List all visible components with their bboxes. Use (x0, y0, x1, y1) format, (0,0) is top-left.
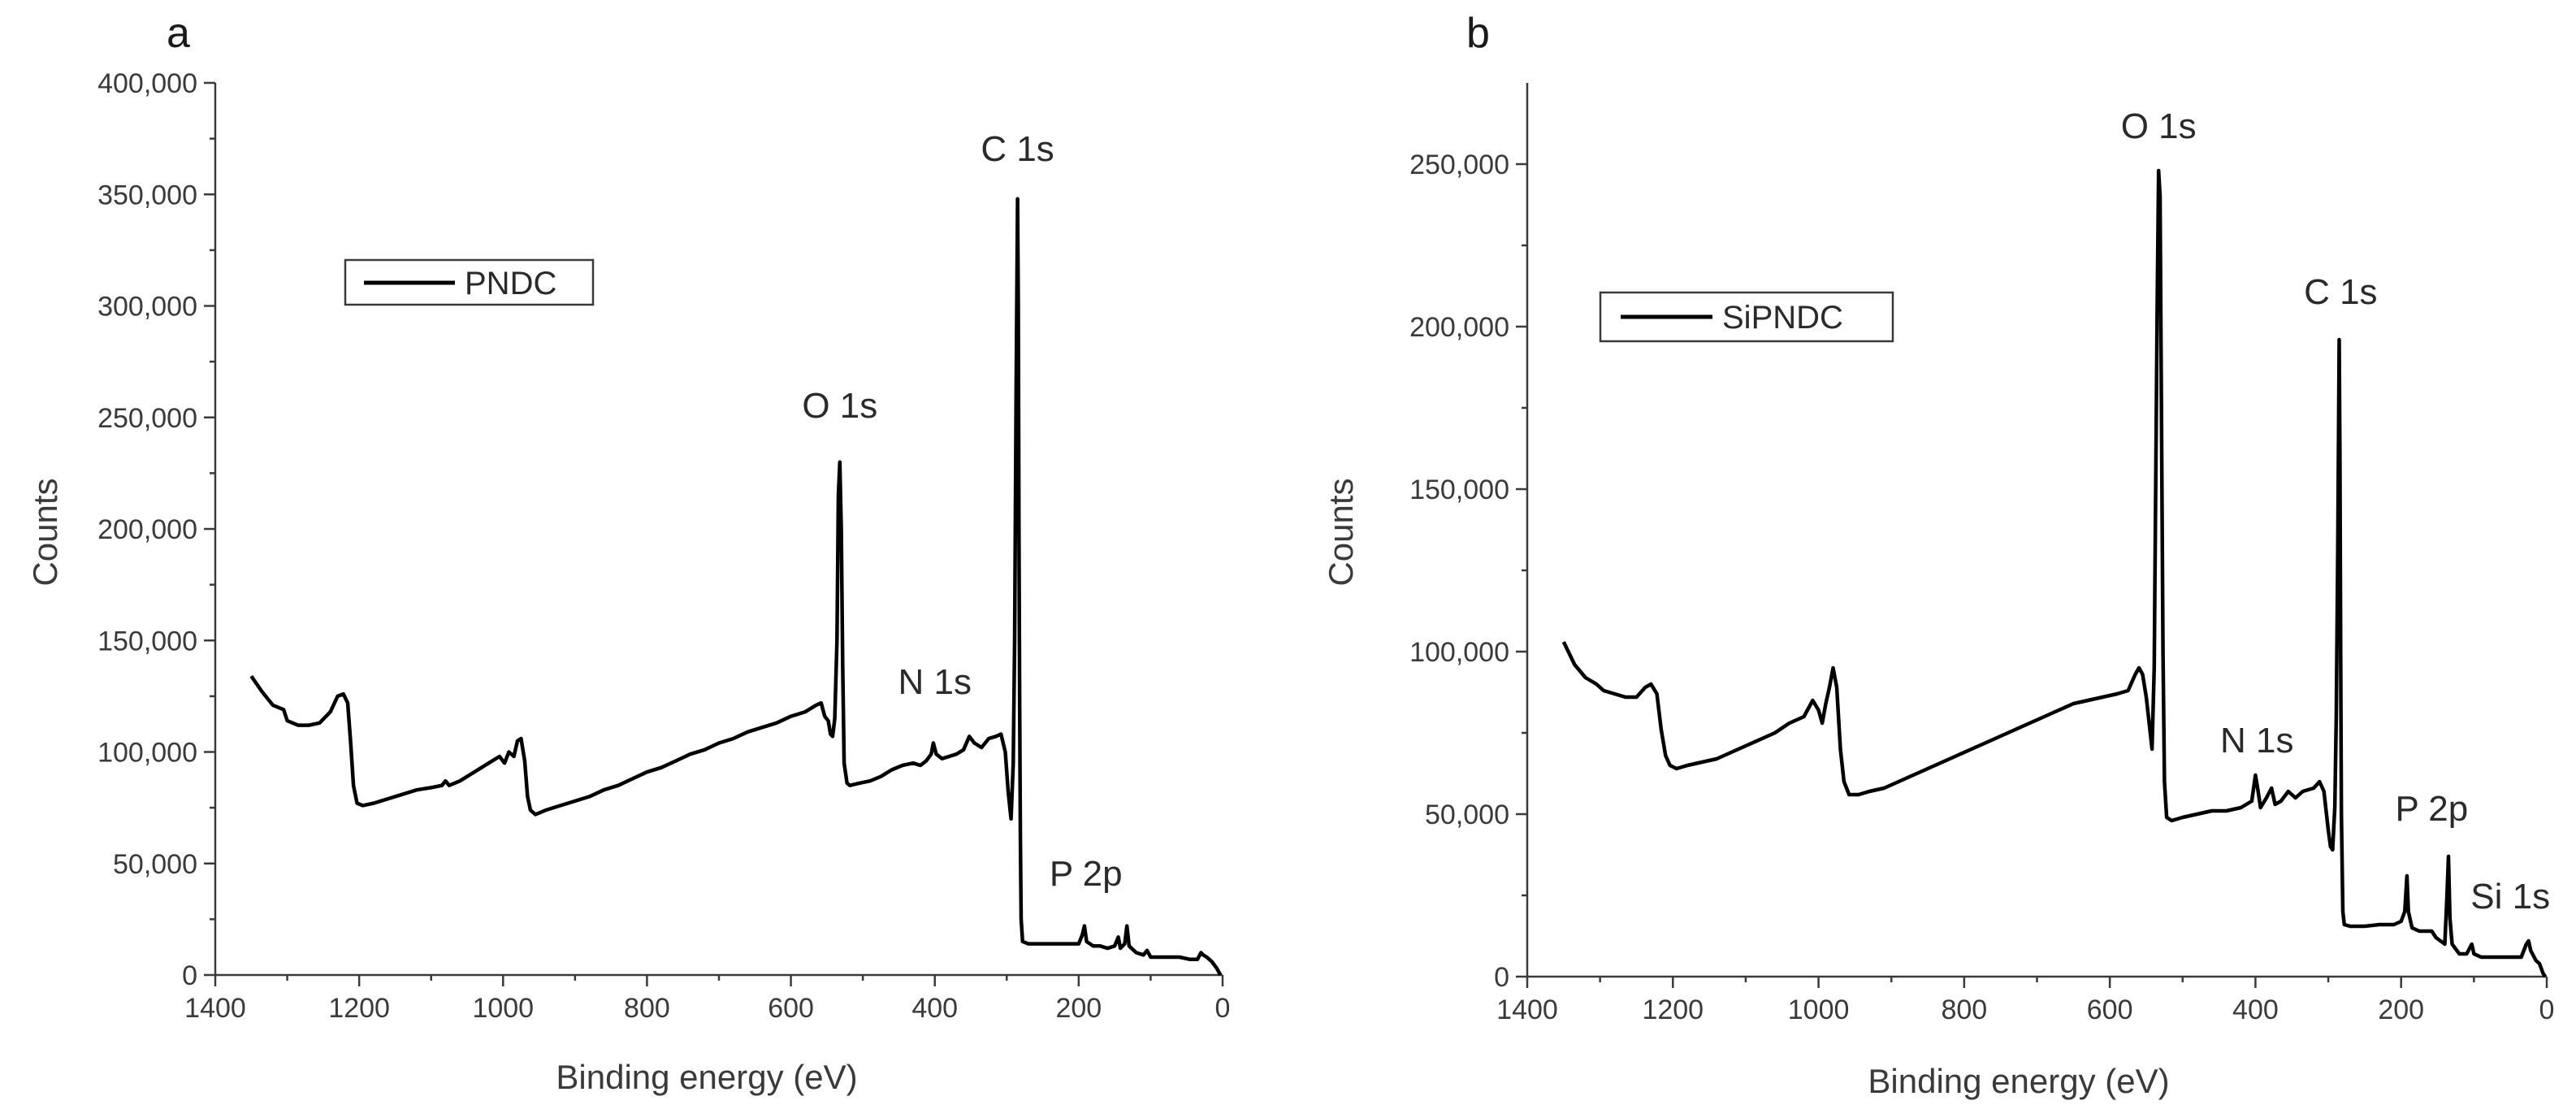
series-line-sipndc (1561, 168, 2548, 978)
x-tick-label-a: 1200 (328, 993, 390, 1024)
peak-label-c1s: C 1s (981, 129, 1054, 169)
x-tick-label-a: 1400 (184, 993, 246, 1024)
x-axis-title-a: Binding energy (eV) (556, 1058, 857, 1096)
y-axis-title-a: Counts (26, 478, 64, 586)
y-tick-label-a: 150,000 (97, 626, 197, 656)
peak-label-si1s: Si 1s (2470, 877, 2550, 916)
legend-label-b: SiPNDC (1722, 300, 1843, 336)
x-tick-label-a: 400 (911, 993, 958, 1024)
x-tick-label-b: 1000 (1788, 994, 1850, 1025)
x-tick-label-b: 1200 (1642, 994, 1704, 1025)
peak-label-p2p: P 2p (2396, 789, 2469, 829)
y-tick-label-a: 400,000 (97, 68, 197, 99)
legend-a: PNDC (344, 258, 595, 306)
peak-label-c1s: C 1s (2304, 272, 2377, 312)
y-tick-label-b: 0 (1494, 962, 1509, 993)
peak-label-o1s: O 1s (802, 386, 877, 426)
peak-labels-a: C 1s O 1s N 1s P 2p (802, 129, 1122, 894)
y-tick-label-a: 250,000 (97, 403, 197, 434)
y-tick-label-b: 50,000 (1425, 800, 1509, 830)
y-tick-label-b: 150,000 (1409, 474, 1509, 505)
series-group-a (249, 197, 1223, 977)
x-tick-label-b: 600 (2087, 994, 2133, 1025)
series-line-pndc (249, 197, 1223, 977)
chart-panel-b: b Counts Binding energy (eV) 0 50,000 100,… (1322, 10, 2554, 1100)
chart-panel-a: a Counts Binding energy (eV) 0 50,000 100,… (26, 10, 1230, 1096)
x-tick-label-b: 200 (2378, 994, 2424, 1025)
y-tick-label-a: 100,000 (97, 738, 197, 769)
panel-label-b: b (1466, 10, 1490, 57)
peak-labels-b: O 1s C 1s N 1s P 2p Si 1s (2121, 106, 2550, 916)
y-tick-label-b: 250,000 (1409, 150, 1509, 180)
y-tick-label-a: 50,000 (113, 849, 197, 880)
y-tick-label-a: 300,000 (97, 292, 197, 323)
x-tick-label-a: 0 (1215, 993, 1231, 1024)
x-tick-label-a: 800 (624, 993, 670, 1024)
x-tick-label-b: 1400 (1496, 994, 1558, 1025)
y-tick-label-a: 0 (182, 960, 197, 991)
legend-label-a: PNDC (465, 266, 556, 301)
x-tick-label-a: 200 (1055, 993, 1102, 1024)
peak-label-n1s: N 1s (2220, 721, 2293, 760)
series-group-b (1561, 168, 2548, 978)
x-tick-label-b: 0 (2539, 994, 2555, 1025)
y-tick-label-a: 200,000 (97, 514, 197, 545)
x-tick-label-a: 1000 (472, 993, 534, 1024)
y-tick-label-a: 350,000 (97, 180, 197, 210)
x-tick-label-b: 400 (2232, 994, 2279, 1025)
peak-label-p2p: P 2p (1050, 854, 1123, 894)
legend-b: SiPNDC (1599, 291, 1894, 343)
y-tick-label-b: 200,000 (1409, 312, 1509, 343)
peak-label-n1s: N 1s (898, 662, 971, 702)
axis-ticks-b: 0 50,000 100,000 150,000 200,000 250,000 1400 1… (1409, 150, 2554, 1025)
panel-label-a: a (167, 10, 190, 57)
x-tick-label-b: 800 (1941, 994, 1987, 1025)
axis-ticks-a: 0 50,000 100,000 150,000 200,000 250,000 300,0… (97, 68, 1230, 1024)
x-axis-title-b: Binding energy (eV) (1868, 1062, 2169, 1100)
peak-label-o1s: O 1s (2121, 106, 2197, 146)
x-tick-label-a: 600 (768, 993, 814, 1024)
y-axis-title-b: Counts (1322, 478, 1360, 586)
y-tick-label-b: 100,000 (1409, 637, 1509, 668)
